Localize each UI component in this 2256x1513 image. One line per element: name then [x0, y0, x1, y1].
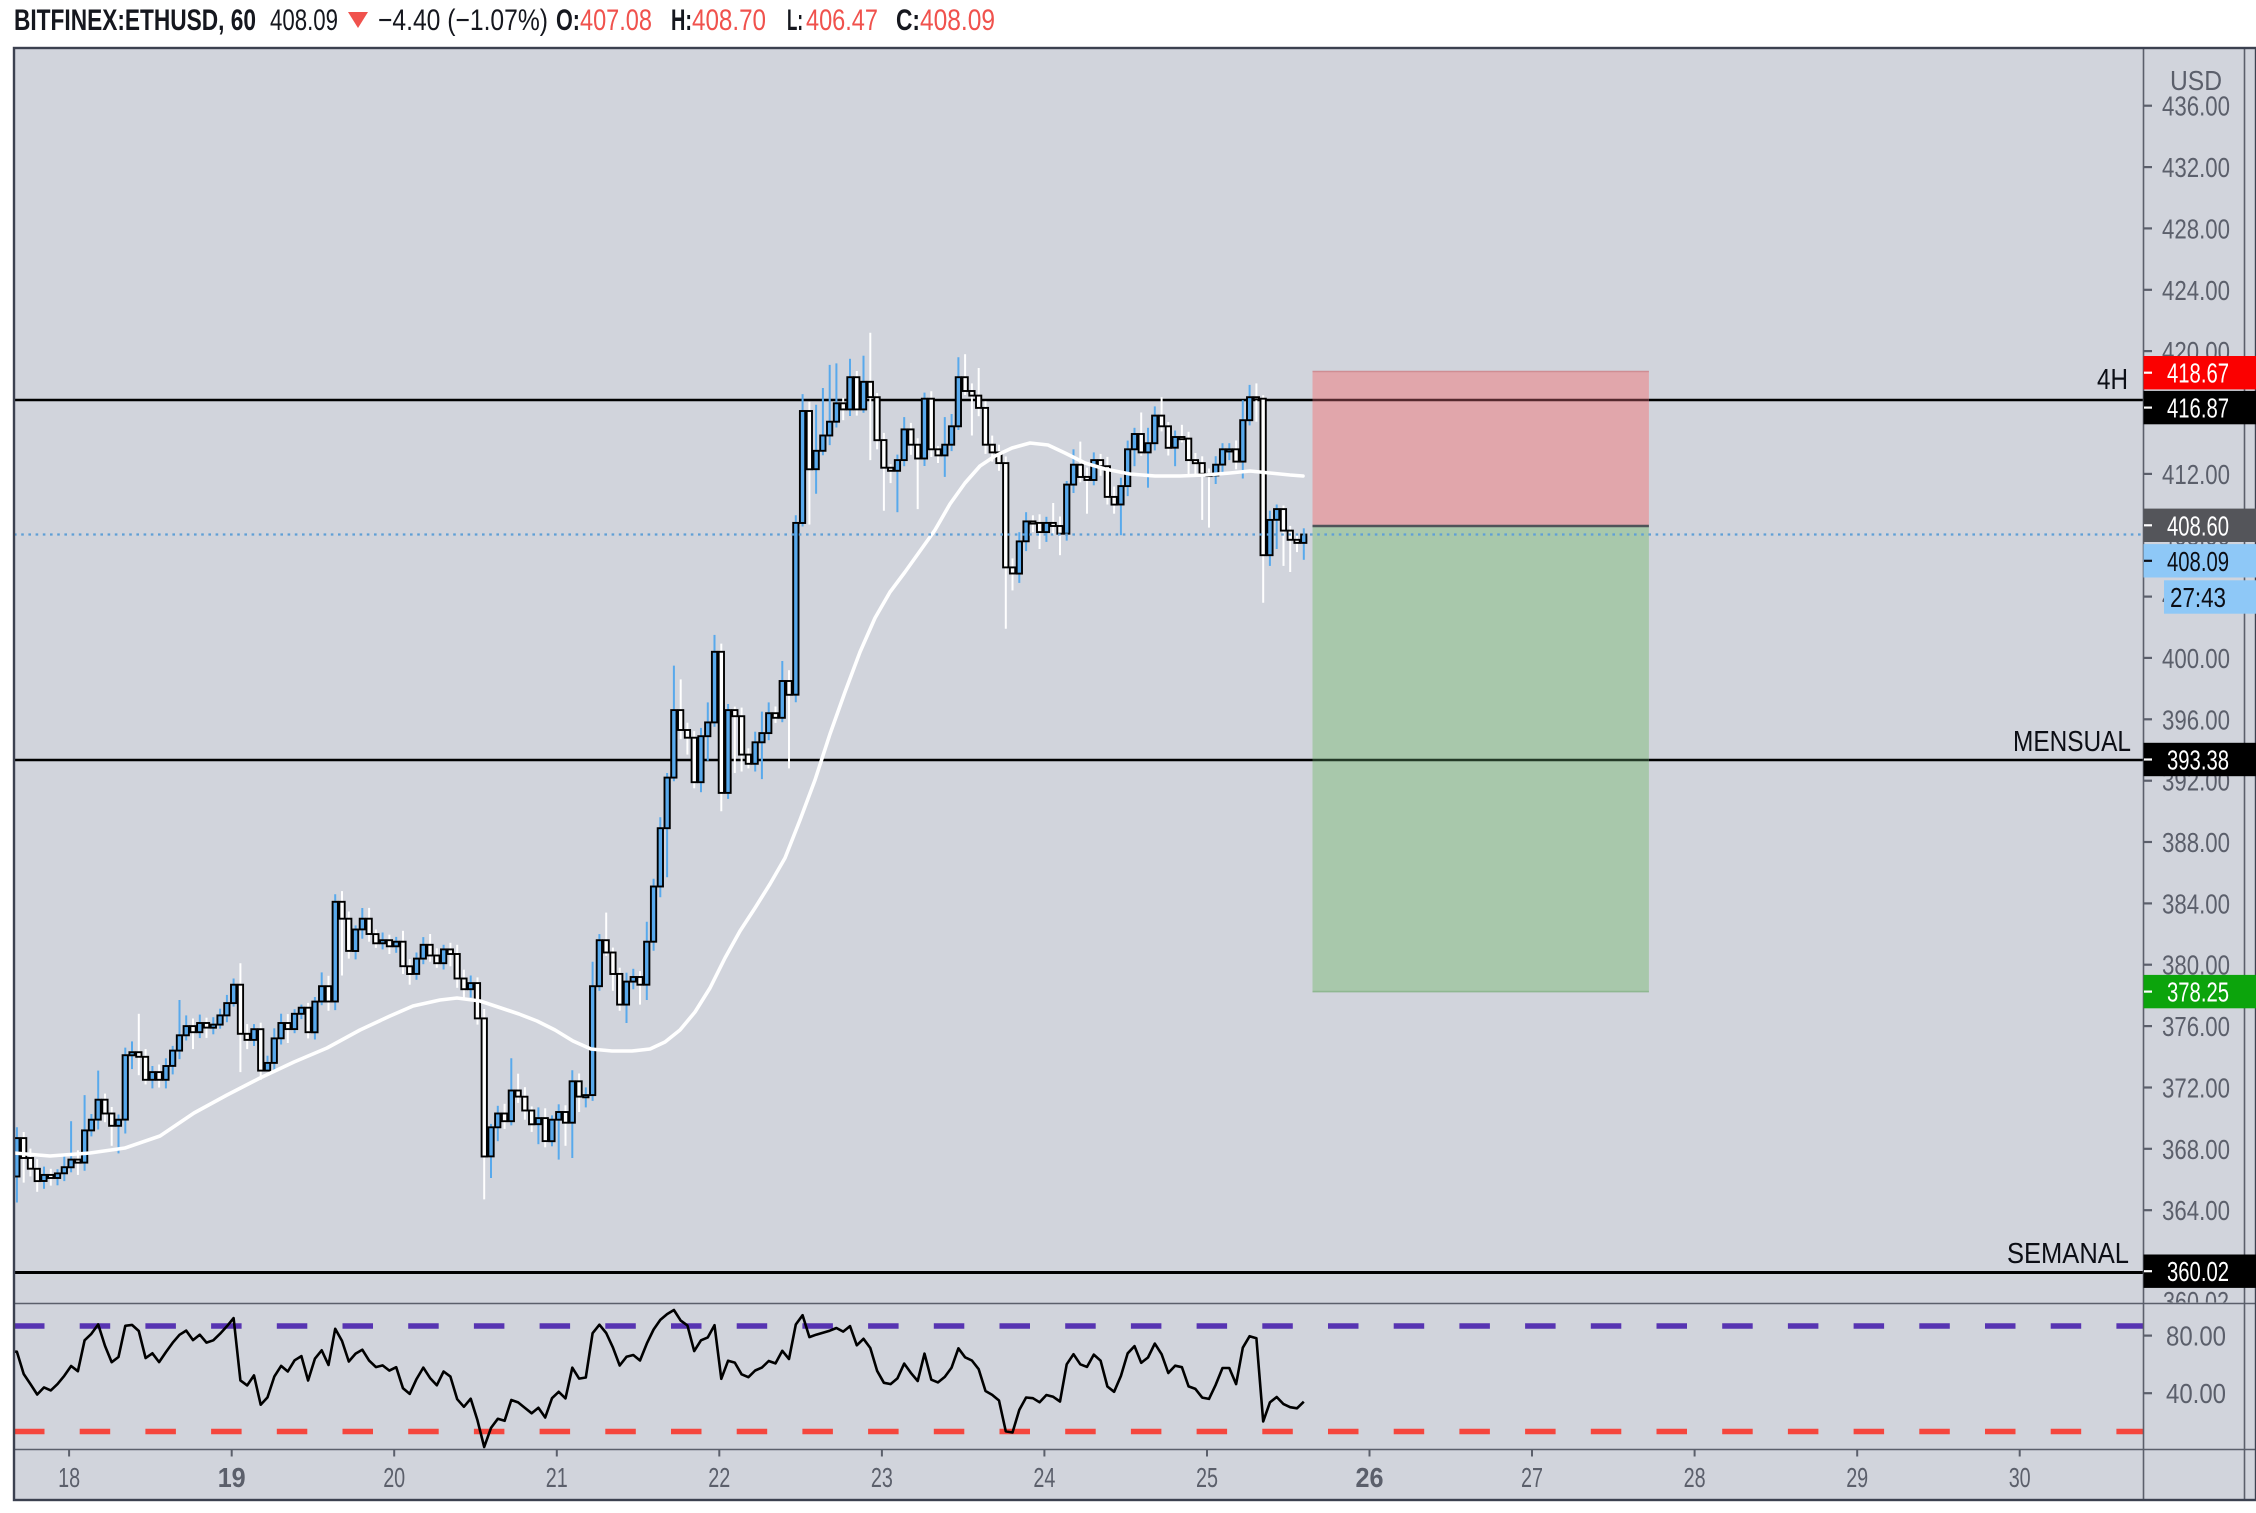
svg-text:O:: O:: [556, 4, 580, 37]
svg-text:368.00: 368.00: [2162, 1134, 2230, 1165]
svg-text:BITFINEX:ETHUSD, 60: BITFINEX:ETHUSD, 60: [14, 4, 256, 37]
svg-text:C:: C:: [896, 4, 920, 37]
svg-text:22: 22: [708, 1462, 730, 1493]
svg-text:21: 21: [546, 1462, 568, 1493]
svg-text:SEMANAL: SEMANAL: [2007, 1238, 2129, 1270]
svg-text:30: 30: [2009, 1462, 2031, 1493]
svg-text:372.00: 372.00: [2162, 1073, 2230, 1104]
svg-text:408.09: 408.09: [920, 4, 995, 37]
svg-text:80.00: 80.00: [2166, 1321, 2226, 1352]
svg-text:19: 19: [218, 1462, 246, 1493]
svg-text:407.08: 407.08: [580, 4, 652, 37]
svg-text:376.00: 376.00: [2162, 1011, 2230, 1042]
svg-text:27: 27: [1521, 1462, 1543, 1493]
svg-text:27:43: 27:43: [2170, 582, 2226, 613]
svg-text:18: 18: [58, 1462, 80, 1493]
svg-text:4H: 4H: [2097, 364, 2128, 396]
svg-text:408.60: 408.60: [2167, 510, 2229, 541]
svg-text:406.47: 406.47: [806, 4, 878, 37]
svg-text:23: 23: [871, 1462, 893, 1493]
svg-text:−4.40 (−1.07%): −4.40 (−1.07%): [378, 4, 548, 37]
svg-text:25: 25: [1196, 1462, 1218, 1493]
svg-text:378.25: 378.25: [2167, 977, 2229, 1008]
svg-text:L:: L:: [787, 4, 803, 37]
svg-text:408.09: 408.09: [270, 4, 338, 37]
svg-text:H:: H:: [671, 4, 692, 37]
svg-text:393.38: 393.38: [2167, 745, 2229, 776]
svg-text:424.00: 424.00: [2162, 275, 2230, 306]
svg-text:MENSUAL: MENSUAL: [2013, 726, 2131, 758]
svg-text:412.00: 412.00: [2162, 459, 2230, 490]
svg-text:418.67: 418.67: [2167, 358, 2229, 389]
svg-text:28: 28: [1684, 1462, 1706, 1493]
svg-text:384.00: 384.00: [2162, 888, 2230, 919]
svg-text:360.02: 360.02: [2167, 1256, 2229, 1287]
svg-text:408.09: 408.09: [2167, 546, 2229, 577]
svg-text:416.87: 416.87: [2167, 393, 2229, 424]
svg-text:388.00: 388.00: [2162, 827, 2230, 858]
svg-text:40.00: 40.00: [2166, 1378, 2226, 1409]
svg-text:432.00: 432.00: [2162, 152, 2230, 183]
svg-text:364.00: 364.00: [2162, 1195, 2230, 1226]
svg-text:20: 20: [383, 1462, 405, 1493]
svg-text:26: 26: [1356, 1462, 1384, 1493]
svg-text:396.00: 396.00: [2162, 704, 2230, 735]
svg-text:24: 24: [1033, 1462, 1055, 1493]
svg-text:USD: USD: [2170, 65, 2222, 96]
svg-text:408.70: 408.70: [692, 4, 766, 37]
svg-text:29: 29: [1846, 1462, 1868, 1493]
svg-text:428.00: 428.00: [2162, 213, 2230, 244]
svg-text:400.00: 400.00: [2162, 643, 2230, 674]
